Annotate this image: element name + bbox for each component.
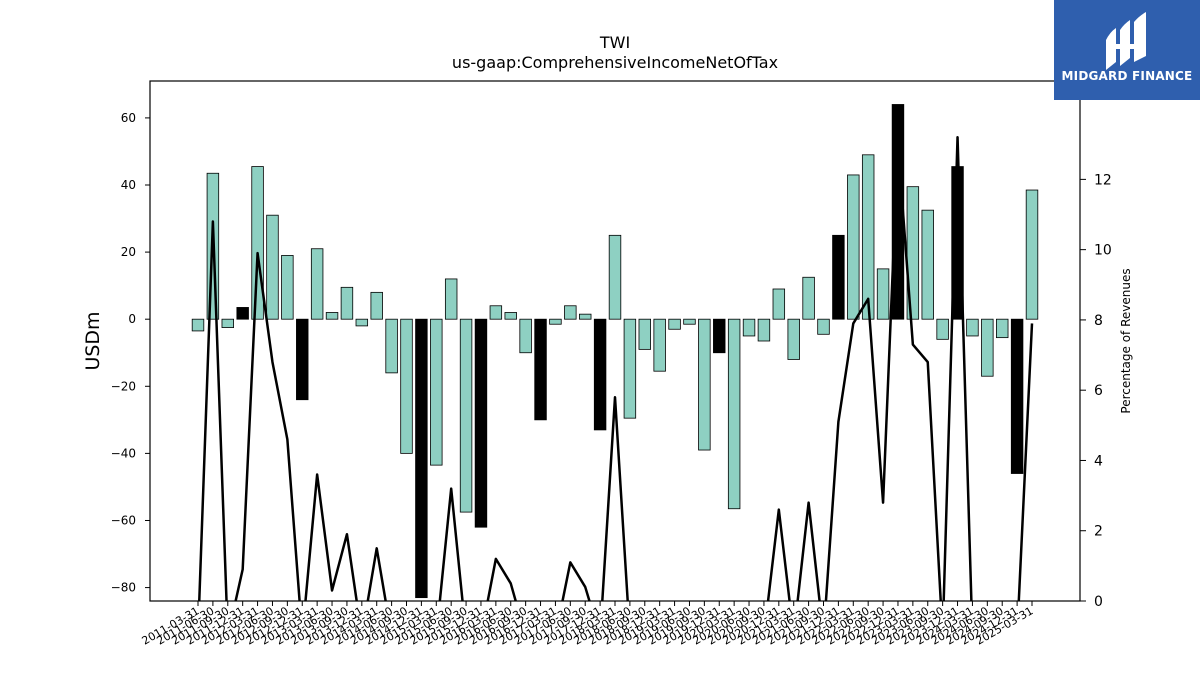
line-series xyxy=(198,135,1034,601)
bar-2011-09-30 xyxy=(221,318,234,328)
bar-2022-06-30 xyxy=(861,154,875,320)
percentage-line xyxy=(198,135,1034,601)
bar-2011-12-31 xyxy=(236,307,249,320)
bar-2019-12-31 xyxy=(713,318,726,354)
bar-2024-03-31 xyxy=(966,318,979,337)
y-tick-label: −20 xyxy=(111,379,136,393)
bar-2014-09-30 xyxy=(400,318,413,454)
chart-title: TWI xyxy=(599,33,630,52)
bar-2013-03-31 xyxy=(310,248,324,320)
bar-2018-03-31 xyxy=(608,234,622,320)
bar-2021-12-31 xyxy=(832,234,845,320)
chart-subtitle: us-gaap:ComprehensiveIncomeNetOfTax xyxy=(452,53,778,72)
y2-tick-label: 6 xyxy=(1094,383,1103,399)
bar-2018-06-30 xyxy=(623,318,637,419)
bar-2013-09-30 xyxy=(340,286,354,320)
bar-2016-06-30 xyxy=(504,312,517,320)
bar-2018-12-31 xyxy=(653,318,666,372)
bar-2019-06-30 xyxy=(683,318,696,325)
midgard-logo-icon xyxy=(1106,12,1146,70)
bar-2014-06-30 xyxy=(385,318,398,374)
bar-2024-12-31 xyxy=(1010,318,1024,474)
bar-2023-09-30 xyxy=(936,318,949,340)
y-tick-label: −40 xyxy=(111,446,136,460)
bar-2024-06-30 xyxy=(981,318,994,377)
y2-tick-label: 10 xyxy=(1094,243,1112,259)
bar-2019-03-31 xyxy=(668,318,681,330)
bar-2023-06-30 xyxy=(921,209,934,320)
bar-2021-06-30 xyxy=(802,276,815,320)
bar-2022-03-31 xyxy=(847,174,860,320)
y2-axis-label: Percentage of Revenues xyxy=(1119,268,1133,413)
y-tick-label: −80 xyxy=(111,581,136,595)
bar-2015-06-30 xyxy=(444,278,458,320)
bar-2012-09-30 xyxy=(281,255,294,320)
y-axis-left: 60 40 20 0 −20 −40 −60 −80 xyxy=(111,111,150,595)
bar-2024-09-30 xyxy=(996,318,1009,339)
bar-2020-06-30 xyxy=(742,318,756,337)
bar-2021-09-30 xyxy=(817,318,830,335)
x-axis: 2011-03-312011-09-302012-03-312012-09-30… xyxy=(140,601,1036,648)
bar-2015-03-31 xyxy=(430,318,443,466)
bar-2020-12-31 xyxy=(772,288,786,320)
y2-tick-label: 8 xyxy=(1094,313,1103,329)
bar-2014-03-31 xyxy=(370,291,383,320)
bar-2014-12-31 xyxy=(415,318,428,599)
y-tick-label: −60 xyxy=(111,513,136,527)
bar-2015-09-30 xyxy=(459,318,473,513)
bar-2013-06-30 xyxy=(325,312,339,320)
y2-tick-label: 0 xyxy=(1094,594,1103,610)
bar-2017-12-31 xyxy=(593,318,607,431)
y2-tick-label: 4 xyxy=(1094,453,1103,469)
y2-tick-label: 12 xyxy=(1094,172,1112,188)
bar-2017-03-31 xyxy=(549,318,562,325)
bar-2016-03-31 xyxy=(489,305,503,320)
bar-2022-09-30 xyxy=(876,268,890,320)
y-axis-right: 0 2 4 6 8 10 12 xyxy=(1080,172,1112,610)
bar-2019-09-30 xyxy=(698,318,711,451)
bar-2025-03-31 xyxy=(1025,189,1039,320)
logo-text: MIDGARD FINANCE xyxy=(1061,69,1193,83)
bar-2018-09-30 xyxy=(638,318,651,350)
bar-2013-12-31 xyxy=(355,318,369,327)
bar-2012-06-30 xyxy=(266,214,279,320)
bar-2017-09-30 xyxy=(579,313,592,320)
bar-2015-12-31 xyxy=(474,318,488,528)
bar-2017-06-30 xyxy=(564,305,577,320)
y-tick-label: 20 xyxy=(121,245,136,259)
bar-2012-12-31 xyxy=(296,318,309,401)
plot-frame xyxy=(149,80,1081,602)
bar-2020-09-30 xyxy=(757,318,771,342)
y-tick-label: 40 xyxy=(121,178,136,192)
bars xyxy=(191,104,1039,599)
bar-2016-12-31 xyxy=(534,318,547,421)
brand-logo: MIDGARD FINANCE xyxy=(1054,0,1200,100)
y2-tick-label: 2 xyxy=(1094,524,1103,540)
bar-2011-03-31 xyxy=(191,318,205,332)
bar-2012-03-31 xyxy=(251,166,264,320)
y-tick-label: 60 xyxy=(121,111,136,125)
bar-2021-03-31 xyxy=(787,318,800,360)
y-axis-label: USDm xyxy=(82,311,104,370)
y-tick-label: 0 xyxy=(128,312,136,326)
bar-2020-03-31 xyxy=(727,318,741,510)
bar-2016-09-30 xyxy=(519,318,532,354)
